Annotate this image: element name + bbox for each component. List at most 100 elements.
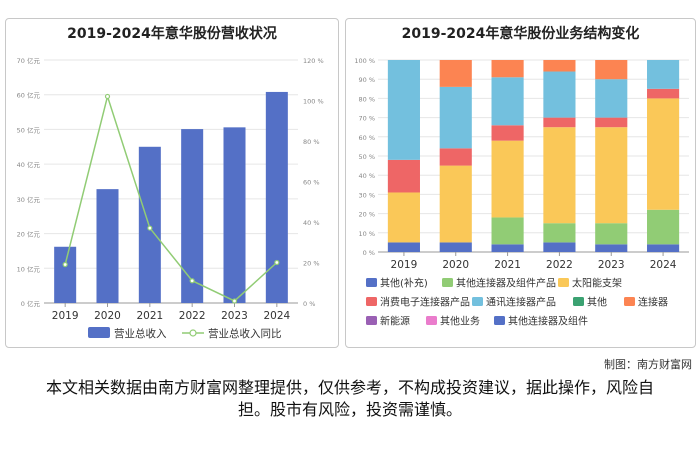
business-structure-chart-svg: 0 % 10 % 20 % 30 % 40 % 50 % 60 % 70 % 80 % 90 % 1… bbox=[354, 57, 689, 328]
stacked-bar-segment bbox=[387, 192, 420, 243]
legend-label-yoy: 营业总收入同比 bbox=[208, 327, 282, 340]
stacked-bar-segment bbox=[387, 60, 420, 160]
stacked-bar-segment bbox=[543, 223, 576, 243]
legend-swatch bbox=[624, 297, 635, 306]
stacked-bar-segment bbox=[491, 77, 524, 126]
chart-credit: 制图：南方财富网 bbox=[604, 358, 692, 371]
revenue-bar bbox=[181, 129, 204, 303]
legend-swatch-revenue bbox=[88, 327, 110, 338]
y-left-tick-label: 40 亿元 bbox=[17, 160, 41, 169]
y-left-tick-label: 0 亿元 bbox=[21, 299, 41, 308]
stacked-bar-segment bbox=[595, 117, 628, 128]
stacked-bar-segment bbox=[491, 140, 524, 218]
yoy-line bbox=[64, 93, 278, 302]
yoy-point bbox=[104, 93, 111, 100]
revenue-chart-svg: 0 亿元 10 亿元 20 亿元 30 亿元 40 亿元 50 亿元 60 亿元 70 亿元 0… bbox=[17, 56, 324, 340]
legend-swatch bbox=[426, 316, 437, 325]
stacked-bar-segment bbox=[439, 165, 472, 243]
legend-label: 其他 bbox=[587, 296, 607, 309]
y-tick-label: 60 % bbox=[358, 134, 375, 142]
stacked-bar-segment bbox=[543, 117, 576, 128]
y-tick-label: 100 % bbox=[354, 57, 375, 65]
stacked-bar-segment bbox=[647, 209, 680, 245]
legend-label: 其他连接器及组件产品 bbox=[456, 277, 556, 290]
y-right-tick-label: 60 % bbox=[303, 179, 320, 187]
revenue-bar bbox=[223, 127, 246, 304]
x-tick-label: 2024 bbox=[650, 259, 677, 271]
legend-label: 连接器 bbox=[638, 296, 668, 309]
yoy-point bbox=[274, 259, 280, 266]
y-tick-label: 10 % bbox=[358, 230, 375, 238]
x-tick-label: 2022 bbox=[179, 310, 206, 322]
y-right-tick-label: 80 % bbox=[303, 138, 320, 146]
stacked-bar-segment bbox=[647, 60, 680, 89]
stacked-bar-segment bbox=[595, 127, 628, 224]
revenue-chart-panel: 2019-2024年意华股份营收状况 0 亿元 10 亿元 20 亿元 30 亿元 40… bbox=[5, 18, 339, 348]
legend-marker-yoy bbox=[189, 329, 197, 337]
y-tick-label: 90 % bbox=[358, 76, 375, 84]
stacked-bar-segment bbox=[491, 217, 524, 245]
y-tick-label: 40 % bbox=[358, 172, 375, 180]
business-structure-chart-title: 2019-2024年意华股份业务结构变化 bbox=[401, 26, 640, 42]
legend-swatch bbox=[573, 297, 584, 306]
stacked-bar-segment bbox=[491, 244, 524, 252]
disclaimer-text: 本文相关数据由南方财富网整理提供，仅供参考，不构成投资建议，据此操作，风险自担。… bbox=[45, 378, 654, 419]
x-tick-label: 2020 bbox=[94, 310, 121, 322]
legend-label: 消费电子连接器产品 bbox=[380, 296, 470, 309]
stacked-bar-segment bbox=[491, 125, 524, 141]
revenue-chart-title: 2019-2024年意华股份营收状况 bbox=[67, 26, 277, 42]
stacked-bar-segment bbox=[543, 127, 576, 224]
y-right-tick-label: 100 % bbox=[303, 98, 324, 106]
x-tick-label: 2021 bbox=[494, 259, 521, 271]
revenue-bar bbox=[265, 91, 288, 304]
y-left-tick-label: 10 亿元 bbox=[17, 264, 41, 273]
legend-label: 新能源 bbox=[380, 315, 410, 328]
y-left-tick-label: 30 亿元 bbox=[17, 195, 41, 204]
y-tick-label: 50 % bbox=[358, 153, 375, 161]
y-left-tick-label: 50 亿元 bbox=[17, 125, 41, 134]
y-left-tick-label: 20 亿元 bbox=[17, 230, 41, 239]
x-tick-label: 2023 bbox=[221, 310, 248, 322]
y-left-tick-label: 70 亿元 bbox=[17, 56, 41, 65]
stacked-bar-segment bbox=[647, 244, 680, 252]
stacked-bar-segment bbox=[543, 71, 576, 118]
legend-label-revenue: 营业总收入 bbox=[114, 327, 167, 340]
revenue-bar bbox=[138, 146, 161, 303]
stacked-bar-segment bbox=[543, 242, 576, 252]
x-tick-label: 2019 bbox=[52, 310, 79, 322]
legend-label: 通讯连接器产品 bbox=[486, 296, 556, 309]
stacked-bar-segment bbox=[439, 148, 472, 166]
legend-swatch bbox=[558, 278, 569, 287]
legend-label: 其他业务 bbox=[440, 315, 480, 328]
y-tick-label: 0 % bbox=[363, 249, 375, 257]
yoy-point bbox=[147, 225, 153, 231]
y-right-tick-label: 120 % bbox=[303, 57, 324, 65]
x-tick-label: 2022 bbox=[546, 259, 573, 271]
y-right-tick-label: 20 % bbox=[303, 260, 320, 268]
stacked-bar-segment bbox=[439, 86, 472, 149]
revenue-bar bbox=[54, 246, 77, 303]
stacked-bar-segment bbox=[439, 242, 472, 252]
business-structure-chart-panel: 2019-2024年意华股份业务结构变化 0 % 10 % 20 % 30 % 40 %… bbox=[345, 18, 696, 348]
legend-swatch bbox=[366, 316, 377, 325]
legend-swatch bbox=[442, 278, 453, 287]
y-tick-label: 30 % bbox=[358, 191, 375, 199]
yoy-point bbox=[62, 261, 68, 268]
stacked-bar-segment bbox=[595, 244, 628, 252]
revenue-bar bbox=[96, 189, 119, 303]
yoy-point bbox=[189, 278, 195, 284]
x-tick-label: 2021 bbox=[136, 310, 163, 322]
legend-label: 太阳能支架 bbox=[572, 277, 622, 290]
legend-swatch bbox=[366, 278, 377, 287]
x-tick-label: 2020 bbox=[442, 259, 469, 271]
yoy-point bbox=[231, 298, 238, 304]
legend-label: 其他连接器及组件 bbox=[508, 315, 588, 328]
x-tick-label: 2023 bbox=[598, 259, 625, 271]
stacked-bar-segment bbox=[595, 79, 628, 118]
x-tick-label: 2024 bbox=[263, 310, 290, 322]
y-tick-label: 80 % bbox=[358, 95, 375, 103]
y-right-tick-label: 40 % bbox=[303, 219, 320, 227]
legend-swatch bbox=[366, 297, 377, 306]
stacked-bar-segment bbox=[647, 98, 680, 210]
y-tick-label: 70 % bbox=[358, 115, 375, 123]
